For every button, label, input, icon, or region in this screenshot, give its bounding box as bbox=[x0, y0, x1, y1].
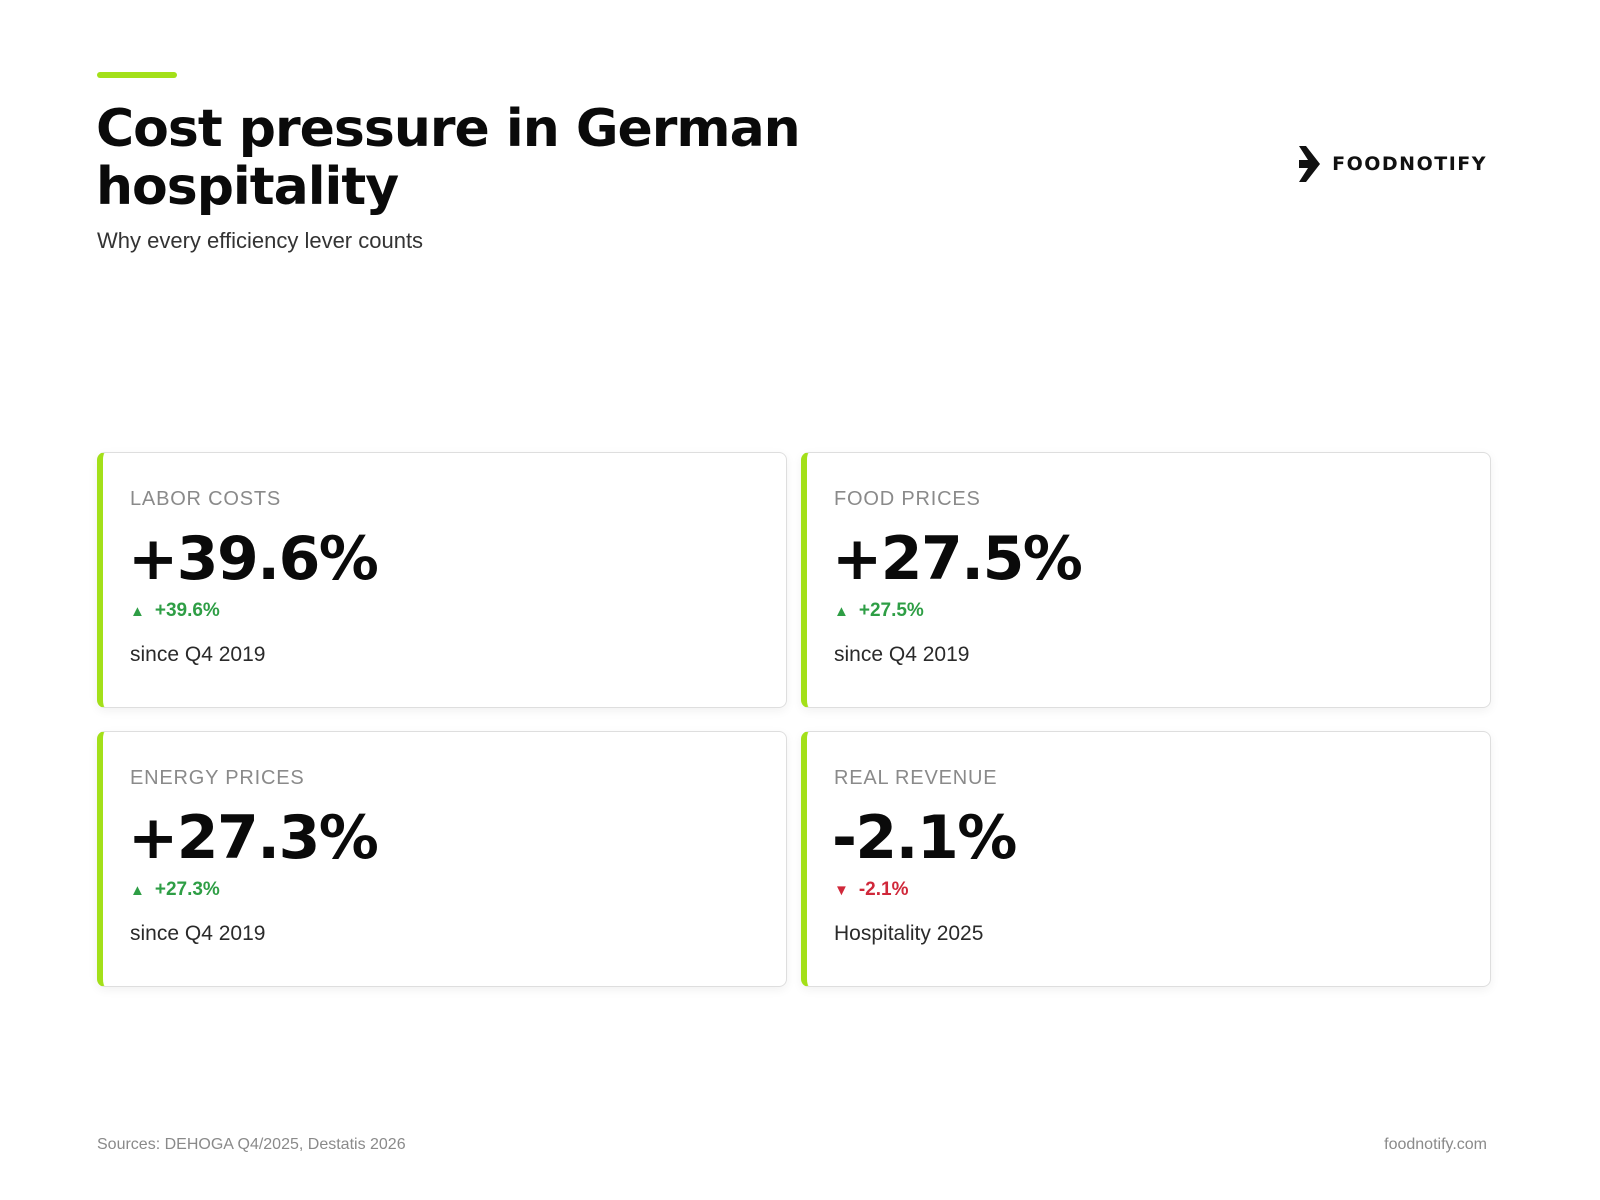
card-change-value: +27.5% bbox=[858, 600, 924, 621]
card-note: since Q4 2019 bbox=[130, 922, 266, 945]
card-value: +27.5% bbox=[832, 524, 1083, 594]
card-change-value: +39.6% bbox=[154, 600, 220, 621]
card-change: ▲ +39.6% bbox=[130, 600, 220, 622]
card-real-revenue: REAL REVENUE -2.1% ▼ -2.1% Hospitality 2… bbox=[801, 731, 1491, 987]
card-note: since Q4 2019 bbox=[130, 643, 266, 666]
card-change: ▲ +27.3% bbox=[130, 879, 220, 901]
card-note: since Q4 2019 bbox=[834, 643, 970, 666]
page-subtitle: Why every efficiency lever counts bbox=[97, 228, 424, 253]
sources-note: Sources: DEHOGA Q4/2025, Destatis 2026 bbox=[97, 1136, 406, 1153]
card-change-value: +27.3% bbox=[154, 879, 220, 900]
card-label: FOOD PRICES bbox=[834, 488, 981, 510]
trend-up-icon: ▲ bbox=[130, 881, 145, 899]
card-value: +39.6% bbox=[128, 524, 379, 594]
page-title: Cost pressure in German hospitality bbox=[96, 99, 801, 217]
card-label: LABOR COSTS bbox=[130, 488, 282, 510]
accent-bar bbox=[97, 72, 177, 78]
foodnotify-logo-icon bbox=[1299, 146, 1321, 182]
website-link[interactable]: foodnotify.com bbox=[1384, 1136, 1487, 1153]
card-change-value: -2.1% bbox=[858, 879, 909, 900]
trend-up-icon: ▲ bbox=[834, 602, 849, 620]
trend-up-icon: ▲ bbox=[130, 602, 145, 620]
card-note: Hospitality 2025 bbox=[834, 922, 984, 945]
card-value: -2.1% bbox=[832, 803, 1017, 873]
card-label: ENERGY PRICES bbox=[130, 767, 305, 789]
card-change: ▼ -2.1% bbox=[834, 879, 909, 901]
card-food-prices: FOOD PRICES +27.5% ▲ +27.5% since Q4 201… bbox=[801, 452, 1491, 708]
trend-down-icon: ▼ bbox=[834, 881, 849, 899]
card-value: +27.3% bbox=[128, 803, 379, 873]
card-labor-costs: LABOR COSTS +39.6% ▲ +39.6% since Q4 201… bbox=[97, 452, 787, 708]
brand-logo: FOODNOTIFY bbox=[1296, 144, 1487, 184]
card-change: ▲ +27.5% bbox=[834, 600, 924, 622]
card-energy-prices: ENERGY PRICES +27.3% ▲ +27.3% since Q4 2… bbox=[97, 731, 787, 987]
card-label: REAL REVENUE bbox=[834, 767, 998, 789]
brand-name: FOODNOTIFY bbox=[1332, 153, 1487, 175]
